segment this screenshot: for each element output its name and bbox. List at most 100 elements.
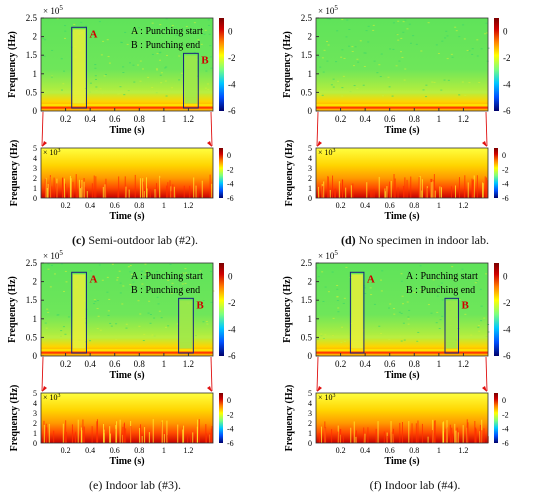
noise-streak <box>355 436 357 443</box>
noise-speck <box>185 272 188 274</box>
noise-streak <box>392 428 394 443</box>
noise-streak <box>91 183 93 198</box>
noise-streak <box>331 429 333 443</box>
noise-speck <box>129 265 132 267</box>
noise-speck <box>151 53 154 55</box>
noise-speck <box>147 312 150 314</box>
x-tick-label: 0.8 <box>409 446 419 455</box>
noise-streak <box>53 177 55 198</box>
noise-speck <box>464 95 467 97</box>
noise-speck <box>45 327 48 329</box>
x-axis-label: Time (s) <box>384 370 419 381</box>
colorbar-tick-label: -6 <box>502 439 509 448</box>
noise-speck <box>427 22 430 24</box>
y-tick-label: 3 <box>33 164 37 173</box>
noise-speck <box>160 317 163 319</box>
burst-region <box>179 300 193 349</box>
noise-streak <box>201 180 203 198</box>
noise-streak <box>103 433 105 443</box>
x-tick-label: 1.2 <box>458 359 469 369</box>
noise-streak <box>434 420 436 443</box>
noise-streak <box>49 175 51 198</box>
noise-speck <box>337 80 340 82</box>
axis-exponent-power: 5 <box>59 249 63 257</box>
noise-streak <box>458 177 460 198</box>
noise-speck <box>486 60 489 62</box>
y-tick-label: 3 <box>33 409 37 418</box>
x-tick-label: 0.4 <box>85 201 95 210</box>
band-yellow <box>316 103 488 107</box>
noise-streak <box>173 186 175 198</box>
burst-region <box>351 274 363 349</box>
y-tick-label: 0.5 <box>301 87 313 97</box>
noise-speck <box>196 75 199 77</box>
x-tick-label: 0.8 <box>134 201 144 210</box>
x-tick-label: 1 <box>162 359 167 369</box>
noise-speck <box>354 46 357 48</box>
noise-speck <box>408 23 411 25</box>
noise-streak <box>449 435 451 443</box>
noise-speck <box>322 71 325 73</box>
noise-streak <box>51 186 53 198</box>
noise-speck <box>466 49 469 51</box>
noise-streak <box>339 428 341 443</box>
noise-speck <box>169 263 172 265</box>
noise-speck <box>62 290 65 292</box>
axis-exponent: × 105 <box>318 4 338 16</box>
noise-speck <box>461 81 464 83</box>
noise-speck <box>388 307 391 309</box>
noise-streak <box>46 187 48 198</box>
noise-speck <box>446 277 449 279</box>
y-tick-label: 1 <box>308 314 313 324</box>
noise-streak <box>383 431 385 443</box>
caption-d-label: (d) <box>341 233 356 247</box>
noise-speck <box>209 270 212 272</box>
band-orange <box>316 353 488 356</box>
plot-frame <box>315 392 489 444</box>
noise-speck <box>378 64 381 66</box>
noise-speck <box>317 338 320 340</box>
noise-streak <box>455 185 457 198</box>
noise-speck <box>99 88 102 90</box>
noise-speck <box>335 61 338 63</box>
noise-speck <box>330 84 333 86</box>
noise-speck <box>400 280 403 282</box>
caption-f-text: Indoor lab (#4). <box>381 478 461 492</box>
noise-speck <box>431 81 434 83</box>
burst-region <box>446 300 458 349</box>
noise-streak <box>47 183 49 198</box>
noise-speck <box>103 75 106 77</box>
x-axis-label: Time (s) <box>384 211 419 222</box>
noise-speck <box>446 58 449 60</box>
caption-d-text: No specimen in indoor lab. <box>355 233 489 247</box>
noise-streak <box>335 188 337 198</box>
noise-speck <box>158 52 161 54</box>
noise-streak <box>418 177 420 198</box>
colorbar-tick-label: -6 <box>227 439 234 448</box>
noise-streak <box>482 183 484 198</box>
noise-speck <box>400 340 403 342</box>
noise-speck <box>319 94 322 96</box>
noise-streak <box>209 433 211 443</box>
noise-streak <box>390 180 392 198</box>
noise-speck <box>197 39 200 41</box>
noise-speck <box>193 52 196 54</box>
x-tick-label: 0.4 <box>85 359 97 369</box>
zoom-arrow-left <box>316 356 319 392</box>
noise-streak <box>444 432 446 443</box>
noise-streak <box>44 178 46 198</box>
legend-entry-a: A : Punching start <box>406 271 478 282</box>
noise-streak <box>62 423 64 443</box>
noise-speck <box>406 288 409 290</box>
noise-speck <box>212 290 215 292</box>
x-tick-label: 0.8 <box>134 359 146 369</box>
x-tick-label: 1.2 <box>183 114 194 124</box>
noise-streak <box>350 427 352 443</box>
noise-streak <box>80 430 82 443</box>
noise-speck <box>341 19 344 21</box>
x-tick-label: 0.2 <box>335 359 346 369</box>
noise-speck <box>96 300 99 302</box>
noise-speck <box>118 270 121 272</box>
plot-frame <box>40 262 214 357</box>
noise-streak <box>425 191 427 198</box>
